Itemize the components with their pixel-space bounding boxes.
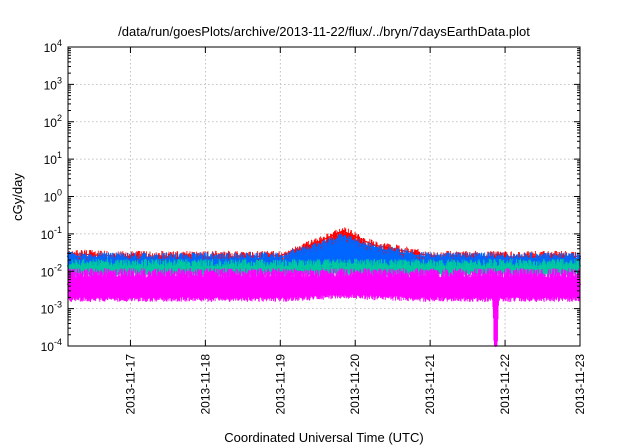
data-point — [204, 265, 207, 268]
data-point — [341, 279, 344, 282]
x-axis-label: Coordinated Universal Time (UTC) — [224, 430, 423, 445]
series-4 — [67, 268, 581, 347]
plot-frame — [67, 46, 581, 347]
data-point — [279, 256, 282, 259]
data-point — [504, 265, 507, 268]
data-point — [129, 265, 132, 268]
y-tick-label: 10-3 — [41, 300, 62, 317]
data-point — [316, 264, 319, 267]
x-tick-label: 2013-11-23 — [573, 354, 587, 415]
data-point — [372, 281, 375, 284]
data-point — [341, 262, 344, 265]
x-tick-labels: 2013-11-17 2013-11-18 2013-11-19 2013-11-20… — [123, 354, 587, 415]
chart-title: /data/run/goesPlots/archive/2013-11-22/f… — [118, 24, 530, 39]
y-tick-label: 10-2 — [41, 262, 62, 279]
data-point — [129, 283, 132, 286]
data-point — [504, 257, 507, 260]
y-tick-label: 102 — [44, 113, 62, 130]
data-point — [316, 281, 319, 284]
data-point — [279, 265, 282, 268]
x-tick-label: 2013-11-20 — [348, 354, 362, 415]
data-point — [204, 283, 207, 286]
data-point — [341, 236, 344, 239]
series-envelope — [67, 263, 581, 268]
data-point — [341, 229, 344, 232]
series-envelope — [67, 236, 580, 261]
y-tick-label: 100 — [44, 188, 62, 205]
y-tick-label: 101 — [44, 150, 62, 167]
data-point — [129, 258, 132, 261]
y-tick-labels: 10-4 10-3 10-2 10-1 100 101 102 103 104 — [41, 38, 62, 354]
series-3 — [67, 258, 581, 278]
x-tick-label: 2013-11-18 — [198, 354, 212, 415]
data-point — [504, 283, 507, 286]
data-point — [429, 256, 432, 259]
data-point — [429, 283, 432, 286]
y-tick-label: 10-1 — [41, 225, 62, 242]
y-tick-label: 10-4 — [41, 337, 62, 354]
data-point — [372, 247, 375, 250]
y-tick-label: 103 — [44, 75, 62, 92]
y-axis-label: cGy/day — [10, 173, 25, 221]
series-layer — [67, 227, 581, 347]
data-point — [497, 283, 500, 286]
y-tick-label: 104 — [44, 38, 62, 55]
data-point — [491, 283, 494, 286]
x-tick-label: 2013-11-17 — [123, 354, 137, 415]
x-tick-label: 2013-11-21 — [423, 354, 437, 415]
data-point — [316, 245, 319, 248]
x-tick-label: 2013-11-19 — [273, 354, 287, 415]
data-point — [372, 264, 375, 267]
series-trace — [67, 268, 581, 346]
x-tick-label: 2013-11-22 — [498, 354, 512, 415]
data-point — [429, 265, 432, 268]
data-point — [279, 283, 282, 286]
